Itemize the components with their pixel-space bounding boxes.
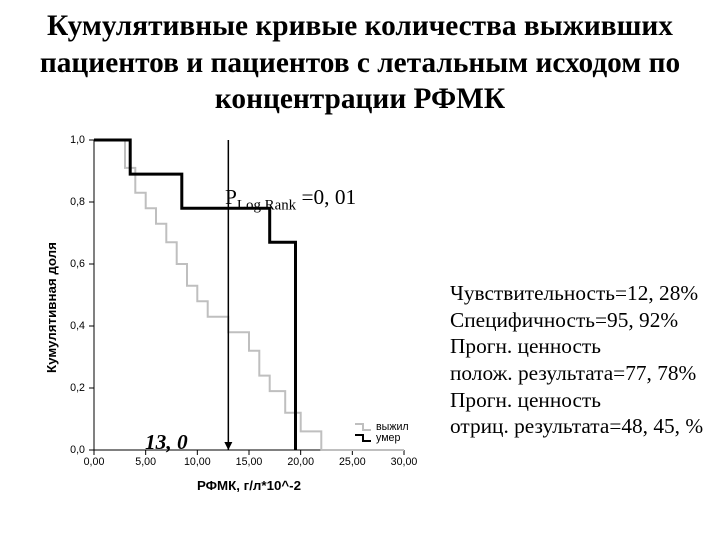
svg-text:0,8: 0,8 [70, 196, 85, 208]
svg-text:0,4: 0,4 [70, 320, 85, 332]
p-suffix: =0, 01 [296, 185, 356, 209]
stats-line: Специфичность=95, 92% [450, 307, 703, 334]
svg-text:10,00: 10,00 [184, 456, 211, 468]
chart-legend: выжилумер [354, 422, 409, 443]
x-axis-label: РФМК, г/л*10^-2 [94, 478, 404, 493]
stats-line: Прогн. ценность [450, 333, 703, 360]
legend-swatch-icon [354, 433, 372, 443]
stats-line: Прогн. ценность [450, 387, 703, 414]
legend-label: умер [376, 433, 400, 444]
svg-text:5,00: 5,00 [135, 456, 156, 468]
svg-text:15,00: 15,00 [236, 456, 263, 468]
svg-text:0,2: 0,2 [70, 382, 85, 394]
svg-text:1,0: 1,0 [70, 134, 85, 146]
legend-item-умер: умер [354, 433, 409, 444]
p-sub: Log Rank [237, 197, 296, 213]
legend-swatch-icon [354, 422, 372, 432]
svg-text:0,0: 0,0 [70, 444, 85, 456]
chart-container: 0,00 5,00 10,00 15,00 20,00 25,00 30,00 0,0 0,2 0… [32, 120, 427, 490]
stats-line: полож. результата=77, 78% [450, 360, 703, 387]
svg-text:30,00: 30,00 [391, 456, 418, 468]
svg-text:25,00: 25,00 [339, 456, 366, 468]
cutoff-label: 13, 0 [145, 430, 188, 455]
page-title: Кумулятивные кривые количества выживших … [0, 8, 720, 118]
p-logrank-label: PLog Rank =0, 01 [225, 185, 356, 214]
stats-block: Чувствительность=12, 28%Специфичность=95… [450, 280, 703, 440]
svg-text:0,00: 0,00 [84, 456, 105, 468]
stats-line: Чувствительность=12, 28% [450, 280, 703, 307]
stats-line: отриц. результата=48, 45, % [450, 413, 703, 440]
p-prefix: P [225, 185, 237, 209]
y-axis-label: Кумулятивная доля [44, 242, 59, 373]
svg-text:20,00: 20,00 [287, 456, 314, 468]
svg-text:0,6: 0,6 [70, 258, 85, 270]
